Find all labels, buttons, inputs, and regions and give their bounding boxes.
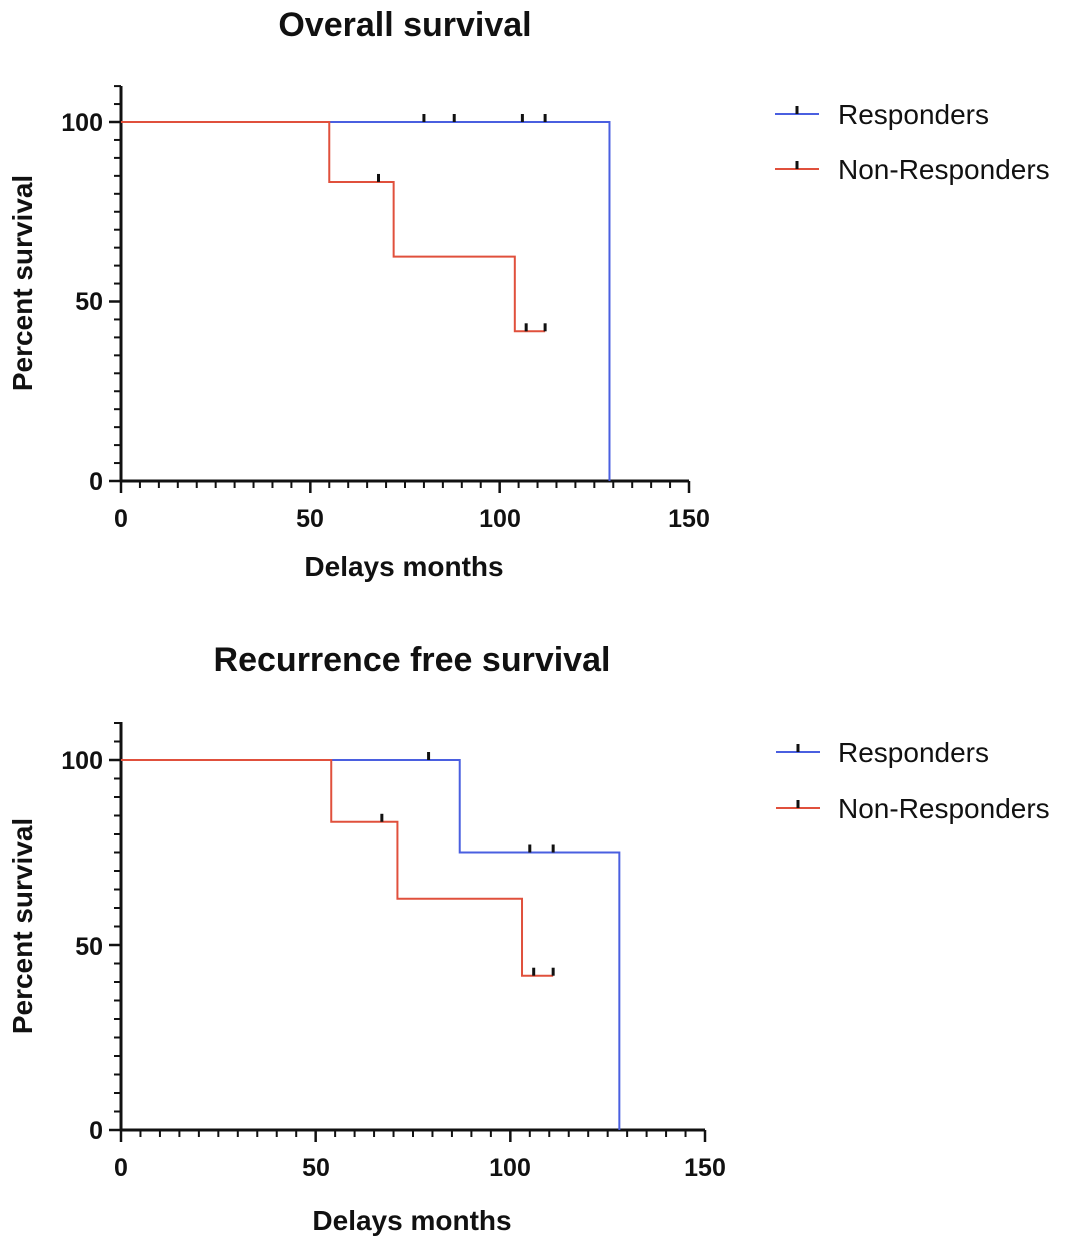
legend-label: Responders <box>838 737 989 768</box>
x-tick-label: 0 <box>114 1154 128 1182</box>
x-tick-label: 150 <box>684 1154 726 1182</box>
legend: Responders Non-Responders <box>775 99 1050 185</box>
legend-label: Non-Responders <box>838 154 1050 185</box>
legend-label: Non-Responders <box>838 793 1050 824</box>
x-tick-labels: 0 50 100 150 <box>114 1154 726 1182</box>
y-tick-label: 100 <box>61 109 103 137</box>
x-tick-label: 100 <box>479 505 521 533</box>
series-line-non-responders <box>121 121 546 333</box>
chart-title: Overall survival <box>278 6 531 44</box>
y-axis-label: Percent survival <box>7 175 38 391</box>
series-layer <box>121 114 611 481</box>
x-tick-labels: 0 50 100 150 <box>114 505 710 533</box>
chart-recurrence-free-survival: Recurrence free survival Percent surviva… <box>7 641 1050 1236</box>
x-tick-label: 0 <box>114 505 128 533</box>
axis-ticks <box>109 722 707 1142</box>
y-axis-label: Percent survival <box>7 818 38 1034</box>
series-line-responders <box>121 759 621 1130</box>
y-tick-labels: 100 50 0 <box>61 747 103 1145</box>
x-tick-label: 50 <box>302 1154 330 1182</box>
series-line-non-responders <box>121 759 554 977</box>
x-tick-label: 100 <box>489 1154 531 1182</box>
series-layer <box>121 752 621 1130</box>
legend: Responders Non-Responders <box>776 737 1050 824</box>
chart-title: Recurrence free survival <box>214 641 611 679</box>
series-line-responders <box>121 121 611 481</box>
legend-label: Responders <box>838 99 989 130</box>
legend-item-responders: Responders <box>775 99 989 130</box>
legend-item-non-responders: Non-Responders <box>776 793 1050 824</box>
x-tick-label: 150 <box>668 505 710 533</box>
x-tick-label: 50 <box>296 505 324 533</box>
y-tick-label: 0 <box>89 1117 103 1145</box>
y-tick-label: 50 <box>75 933 103 961</box>
y-tick-label: 0 <box>89 468 103 496</box>
y-tick-labels: 100 50 0 <box>61 109 103 496</box>
chart-overall-survival: Overall survival Percent survival Delays… <box>7 6 1050 582</box>
y-tick-label: 100 <box>61 747 103 775</box>
axis-ticks <box>109 85 691 493</box>
x-axis-label: Delays months <box>312 1205 511 1236</box>
legend-item-non-responders: Non-Responders <box>775 154 1050 185</box>
x-axis-label: Delays months <box>304 551 503 582</box>
y-tick-label: 50 <box>75 288 103 316</box>
legend-item-responders: Responders <box>776 737 989 768</box>
